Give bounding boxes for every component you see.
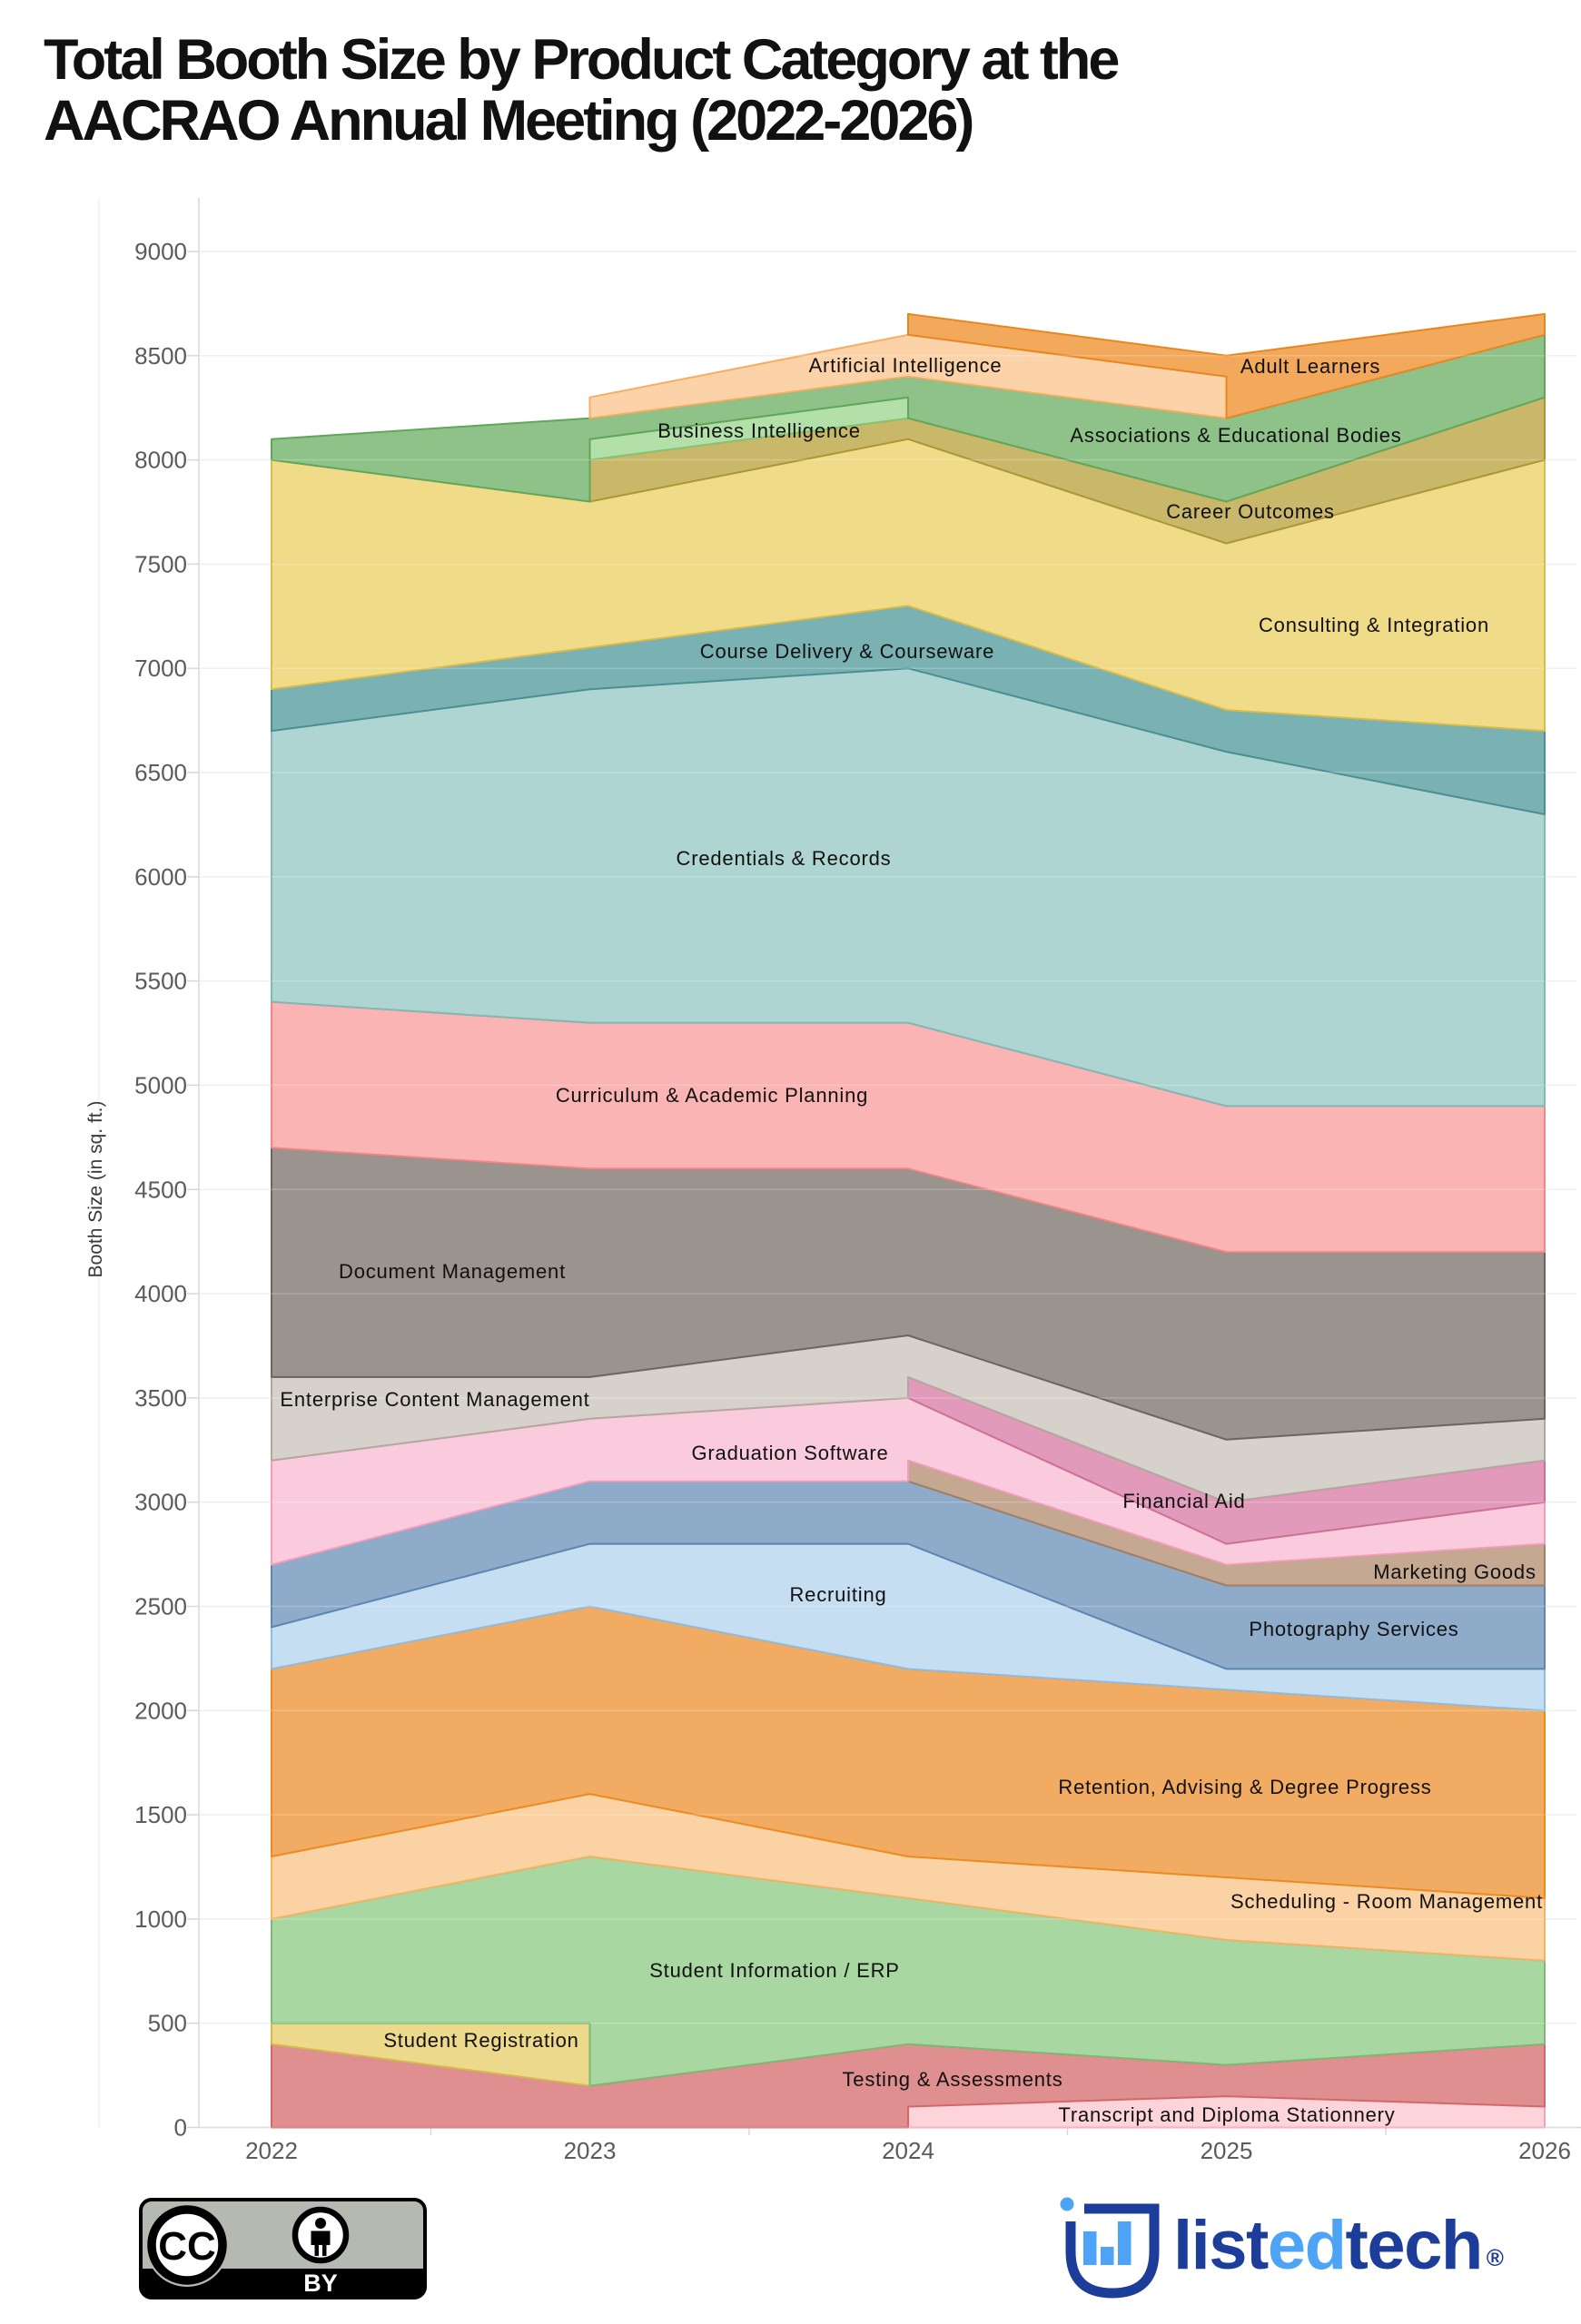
svg-text:1000: 1000 — [134, 1905, 187, 1933]
svg-text:2022: 2022 — [245, 2137, 298, 2164]
svg-text:2025: 2025 — [1201, 2137, 1253, 2164]
svg-text:Enterprise Content Management: Enterprise Content Management — [280, 1388, 589, 1411]
svg-text:7500: 7500 — [134, 550, 187, 577]
svg-text:Testing & Assessments: Testing & Assessments — [842, 2068, 1062, 2091]
svg-text:BY: BY — [303, 2270, 338, 2297]
svg-text:4500: 4500 — [134, 1176, 187, 1203]
svg-text:5500: 5500 — [134, 968, 187, 995]
svg-text:Course Delivery & Courseware: Course Delivery & Courseware — [700, 640, 994, 663]
svg-text:listedtech®: listedtech ® — [1173, 2207, 1504, 2284]
svg-text:Student Registration: Student Registration — [383, 2029, 578, 2052]
svg-text:3500: 3500 — [134, 1384, 187, 1412]
svg-text:2026: 2026 — [1518, 2137, 1571, 2164]
svg-text:Associations & Educational Bo: Associations & Educational Bodies — [1070, 424, 1401, 447]
svg-text:6000: 6000 — [134, 863, 187, 891]
svg-text:5000: 5000 — [134, 1071, 187, 1098]
svg-text:2500: 2500 — [134, 1593, 187, 1620]
svg-text:Credentials & Records: Credentials & Records — [677, 847, 892, 870]
svg-text:Transcript and Diploma Station: Transcript and Diploma Stationnery — [1058, 2103, 1395, 2126]
svg-text:2023: 2023 — [564, 2137, 617, 2164]
svg-text:Booth Size (in sq. ft.): Booth Size (in sq. ft.) — [85, 1101, 106, 1278]
svg-text:3000: 3000 — [134, 1489, 187, 1516]
svg-text:Student Information / ERP: Student Information / ERP — [649, 1959, 900, 1982]
svg-text:500: 500 — [148, 2010, 187, 2037]
svg-text:7000: 7000 — [134, 655, 187, 682]
svg-text:CC: CC — [158, 2224, 216, 2269]
svg-text:Document Management: Document Management — [339, 1260, 566, 1283]
svg-text:Business Intelligence: Business Intelligence — [657, 419, 860, 442]
svg-text:8000: 8000 — [134, 447, 187, 474]
svg-text:Graduation Software: Graduation Software — [692, 1442, 889, 1464]
svg-text:Curriculum & Academic Planning: Curriculum & Academic Planning — [556, 1084, 868, 1107]
svg-text:6500: 6500 — [134, 759, 187, 786]
svg-text:Retention, Advising & Degree P: Retention, Advising & Degree Progress — [1058, 1776, 1431, 1798]
svg-text:Financial Aid: Financial Aid — [1122, 1490, 1245, 1512]
svg-text:9000: 9000 — [134, 238, 187, 265]
svg-text:Marketing Goods: Marketing Goods — [1373, 1561, 1537, 1583]
svg-text:1500: 1500 — [134, 1801, 187, 1828]
svg-text:8500: 8500 — [134, 342, 187, 369]
svg-text:0: 0 — [174, 2114, 187, 2142]
svg-text:Artificial Intelligence: Artificial Intelligence — [809, 354, 1003, 377]
svg-text:2000: 2000 — [134, 1697, 187, 1724]
svg-text:Adult Learners: Adult Learners — [1240, 355, 1380, 378]
svg-text:2024: 2024 — [882, 2137, 934, 2164]
svg-text:Career Outcomes: Career Outcomes — [1166, 500, 1335, 523]
svg-text:Scheduling - Room Management: Scheduling - Room Management — [1230, 1890, 1543, 1913]
svg-text:4000: 4000 — [134, 1280, 187, 1307]
svg-text:Consulting & Integration: Consulting & Integration — [1259, 614, 1489, 636]
svg-text:Photography Services: Photography Services — [1249, 1618, 1458, 1640]
svg-text:Recruiting: Recruiting — [789, 1583, 886, 1606]
